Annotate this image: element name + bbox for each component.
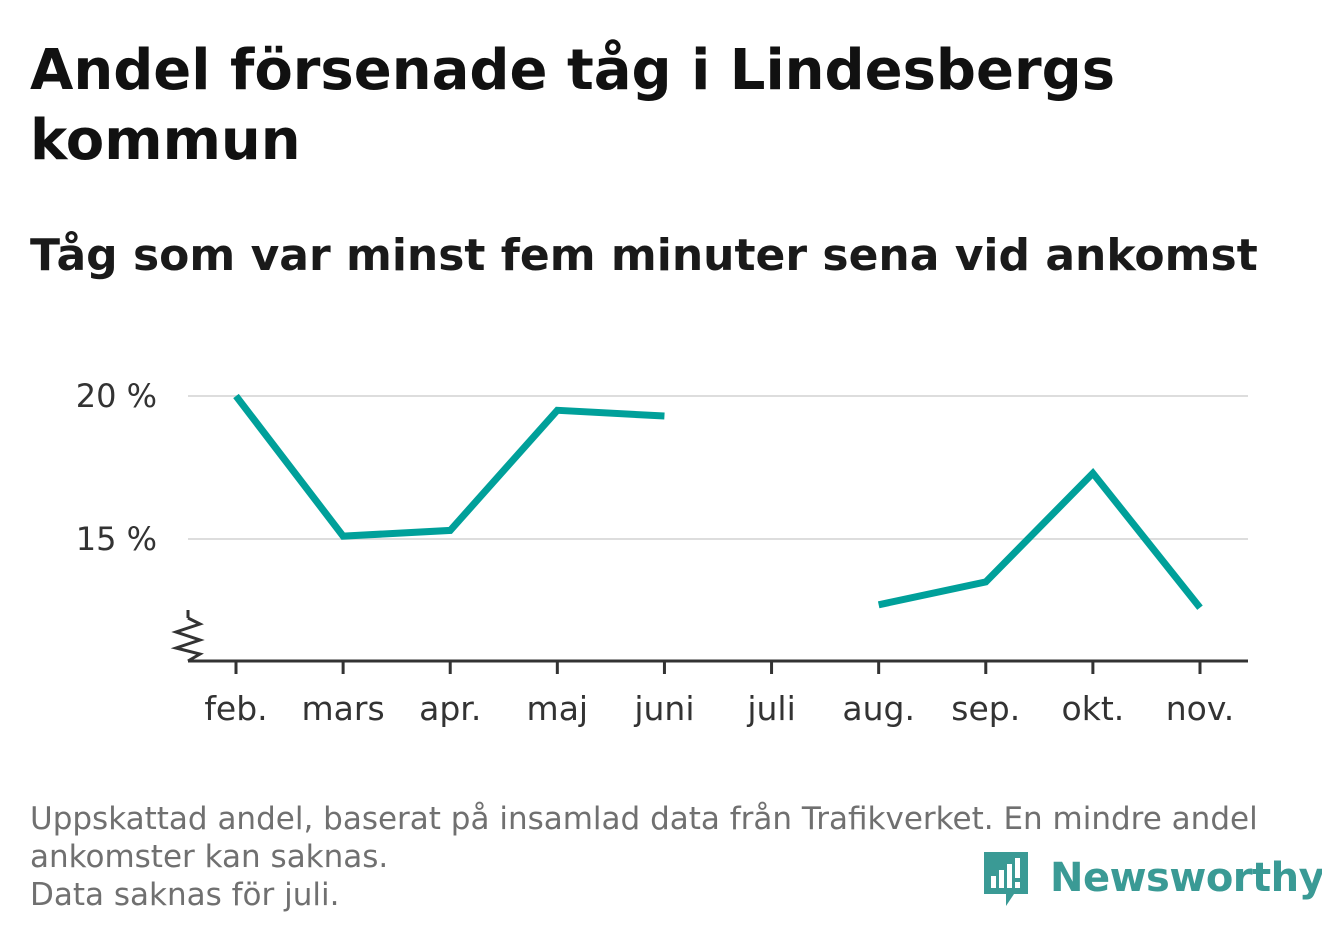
y-tick-label: 20 %	[76, 377, 157, 415]
chart-subtitle: Tåg som var minst fem minuter sena vid a…	[30, 230, 1258, 281]
x-tick-label: okt.	[1062, 689, 1125, 728]
series-line-segment	[233, 393, 665, 540]
x-tick-label: aug.	[842, 689, 915, 728]
bar-chart-badge-icon	[984, 852, 1028, 906]
brand-logo: Newsworthy	[980, 848, 1322, 908]
x-tick-label: juni	[633, 689, 694, 728]
x-tick-label: maj	[527, 689, 589, 728]
footnote-line: ankomster kan saknas.	[30, 839, 389, 875]
axis-break-icon	[170, 616, 205, 663]
series-line-segment	[877, 467, 1203, 610]
x-tick-label: mars	[302, 689, 385, 728]
footnote-line: Data saknas för juli.	[30, 877, 340, 913]
footnote: Uppskattad andel, baserat på insamlad da…	[30, 800, 1280, 914]
x-tick-label: feb.	[204, 689, 267, 728]
brand-name: Newsworthy	[1050, 855, 1322, 901]
footnote-line: Uppskattad andel, baserat på insamlad da…	[30, 801, 1258, 837]
x-tick-label: apr.	[419, 689, 481, 728]
x-tick-label: nov.	[1166, 689, 1235, 728]
chart-title: Andel försenade tåg i Lindesbergs kommun	[30, 38, 1116, 173]
x-tick-label: sep.	[951, 689, 1020, 728]
x-tick-label: juli	[746, 689, 795, 728]
y-tick-label: 15 %	[76, 520, 157, 558]
